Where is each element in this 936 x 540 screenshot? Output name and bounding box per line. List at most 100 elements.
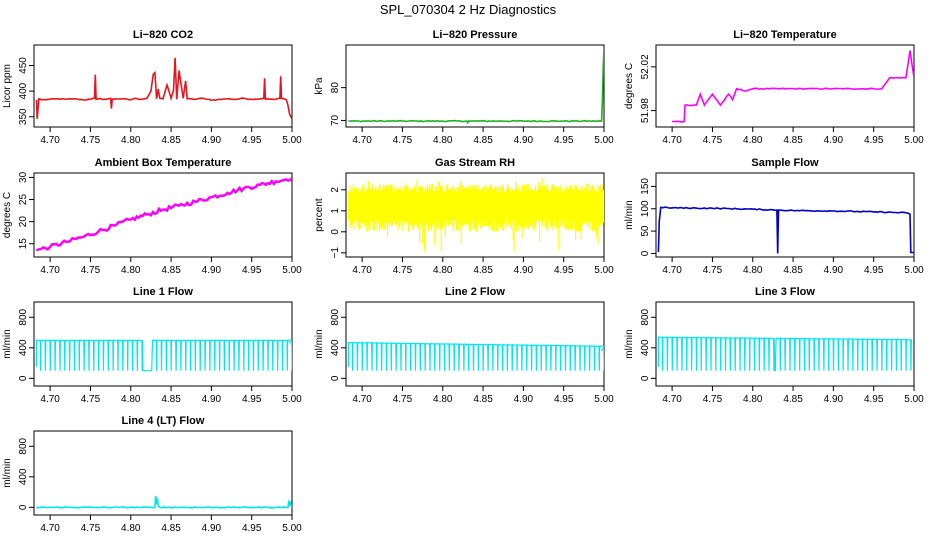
x-tick-label: 4.80 (433, 135, 453, 146)
y-tick-label: 30 (18, 171, 29, 183)
x-tick-label: 4.95 (554, 265, 574, 276)
x-tick-label: 4.75 (81, 135, 101, 146)
x-tick-label: 4.70 (662, 394, 682, 405)
x-tick-label: 4.85 (473, 135, 493, 146)
panel-data (347, 341, 604, 371)
panel-data (35, 177, 292, 252)
x-tick-label: 5.00 (594, 265, 614, 276)
x-tick-label: 4.85 (473, 265, 493, 276)
y-tick-label: 50 (640, 225, 651, 237)
panel-frame (655, 172, 915, 258)
x-tick-label: 4.75 (81, 265, 101, 276)
series-line (35, 177, 292, 252)
x-tick-label: 4.70 (662, 135, 682, 146)
x-tick-label: 4.95 (242, 523, 262, 534)
y-tick-label: 100 (640, 200, 651, 217)
x-tick-label: 5.00 (594, 135, 614, 146)
series-line (672, 50, 914, 123)
x-tick-label: 4.80 (121, 394, 141, 405)
x-tick-label: 4.80 (433, 265, 453, 276)
panel-title: Line 2 Flow (445, 286, 505, 298)
y-axis-label: degrees C (624, 63, 635, 109)
y-tick-label: 400 (18, 339, 29, 356)
panel-frame (655, 301, 915, 387)
panel-title: Li−820 Pressure (433, 29, 518, 41)
x-tick-label: 4.75 (703, 135, 723, 146)
y-tick-label: 400 (330, 339, 341, 356)
x-tick-label: 5.00 (904, 265, 924, 276)
panel-data (35, 339, 292, 372)
figure-title: SPL_070304 2 Hz Diagnostics (379, 2, 557, 17)
panel-6: Sample Flow 4.70 4.75 4.80 4.85 4.90 4.95 5.00 0… (624, 157, 924, 276)
y-tick-label: 52.02 (640, 54, 651, 79)
x-tick-label: 4.90 (202, 394, 222, 405)
panel-data (348, 48, 604, 125)
x-tick-label: 4.80 (743, 135, 763, 146)
x-tick-label: 4.75 (81, 394, 101, 405)
panel-title: Ambient Box Temperature (95, 157, 232, 169)
y-tick-label: 2 (330, 187, 341, 193)
y-tick-label: 0 (330, 375, 341, 381)
x-tick-label: 4.85 (473, 394, 493, 405)
panel-title: Line 1 Flow (133, 286, 193, 298)
panel-8: Line 2 Flow 4.70 4.75 4.80 4.85 4.90 4.95 5.00 0… (314, 286, 614, 405)
flow-line (347, 341, 604, 371)
series-line (36, 495, 292, 509)
x-tick-label: 4.75 (703, 265, 723, 276)
panel-data (657, 336, 913, 372)
x-tick-label: 4.80 (121, 135, 141, 146)
y-tick-label: 0 (640, 250, 651, 256)
x-tick-label: 4.95 (242, 135, 262, 146)
y-axis-label: percent (314, 198, 325, 232)
y-axis-label: ml/min (2, 458, 13, 487)
panel-3: Li−820 Temperature 4.70 4.75 4.80 4.85 4.90 4.… (624, 29, 924, 146)
panel-title: Li−820 Temperature (733, 29, 836, 41)
panel-5: Gas Stream RH 4.70 4.75 4.80 4.85 4.90 4.95 5.0… (314, 157, 614, 276)
x-tick-label: 4.70 (40, 394, 60, 405)
x-tick-label: 4.95 (554, 394, 574, 405)
x-tick-label: 4.90 (202, 523, 222, 534)
x-tick-label: 4.85 (783, 265, 803, 276)
y-tick-label: 400 (640, 339, 651, 356)
panel-title: Line 4 (LT) Flow (122, 415, 205, 427)
y-tick-label: 400 (18, 468, 29, 485)
x-tick-label: 5.00 (904, 394, 924, 405)
x-tick-label: 4.85 (161, 135, 181, 146)
x-tick-label: 4.70 (40, 265, 60, 276)
x-tick-label: 4.70 (40, 523, 60, 534)
y-tick-label: 800 (18, 308, 29, 325)
y-tick-label: 450 (18, 57, 29, 74)
x-tick-label: 4.95 (554, 135, 574, 146)
panel-frame (33, 44, 293, 128)
x-tick-label: 4.90 (514, 394, 534, 405)
x-tick-label: 4.90 (824, 265, 844, 276)
panel-title: Line 3 Flow (755, 286, 815, 298)
panel-4: Ambient Box Temperature 4.70 4.75 4.80 4.85 4… (2, 157, 302, 276)
y-tick-label: 350 (18, 108, 29, 125)
y-axis-label: ml/min (2, 329, 13, 358)
y-axis-label: ml/min (624, 329, 635, 358)
x-tick-label: 4.70 (352, 265, 372, 276)
x-tick-label: 4.75 (703, 394, 723, 405)
x-tick-label: 4.90 (202, 135, 222, 146)
y-tick-label: 400 (18, 82, 29, 99)
panel-frame (33, 430, 293, 516)
y-tick-label: 0 (330, 229, 341, 235)
x-tick-label: 4.70 (40, 135, 60, 146)
panel-title: Gas Stream RH (435, 157, 515, 169)
x-tick-label: 4.90 (202, 265, 222, 276)
x-tick-label: 4.85 (161, 394, 181, 405)
x-tick-label: 5.00 (282, 265, 302, 276)
panel-title: Li−820 CO2 (133, 29, 193, 41)
x-tick-label: 4.95 (242, 394, 262, 405)
x-tick-label: 4.70 (352, 394, 372, 405)
x-tick-label: 4.95 (864, 394, 884, 405)
y-tick-label: 80 (330, 82, 341, 94)
y-tick-label: 70 (330, 114, 341, 126)
panel-frame (655, 44, 915, 128)
y-tick-label: 0 (640, 375, 651, 381)
y-tick-label: 25 (18, 194, 29, 206)
panel-data (657, 206, 914, 254)
x-tick-label: 5.00 (594, 394, 614, 405)
